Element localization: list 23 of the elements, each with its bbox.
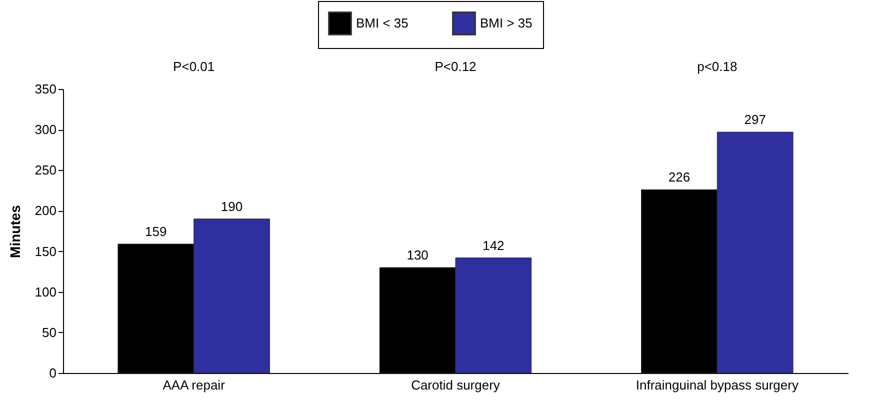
y-axis-title: Minutes — [6, 204, 23, 258]
y-tick-label: 0 — [49, 366, 56, 380]
text: P<0.12 — [434, 59, 476, 74]
legend-label: BMI > 35 — [480, 15, 532, 30]
data-label: 190 — [220, 198, 243, 214]
y-tick-label: 250 — [34, 162, 56, 178]
data-label: 130 — [406, 248, 428, 263]
text: p<0.18 — [697, 59, 738, 74]
data-label: 297 — [744, 112, 766, 128]
data-label: 159 — [145, 224, 167, 239]
y-tick-label: 350 — [34, 82, 56, 96]
y-tick-label: 200 — [34, 203, 56, 218]
y-tick-label: 50 — [42, 324, 56, 340]
x-tick-label: Infrainguinal bypass surgery — [636, 378, 799, 392]
data-label: 226 — [668, 170, 690, 185]
data-label: 142 — [482, 238, 504, 253]
y-tick-label: 150 — [34, 244, 56, 259]
x-tick-label: Carotid surgery — [411, 378, 500, 392]
y-tick-label: 300 — [34, 122, 56, 138]
x-tick-label: AAA repair — [162, 378, 226, 392]
text: P<0.01 — [173, 59, 215, 74]
y-tick-label: 100 — [34, 284, 56, 300]
legend-label: BMI < 35 — [356, 15, 408, 30]
